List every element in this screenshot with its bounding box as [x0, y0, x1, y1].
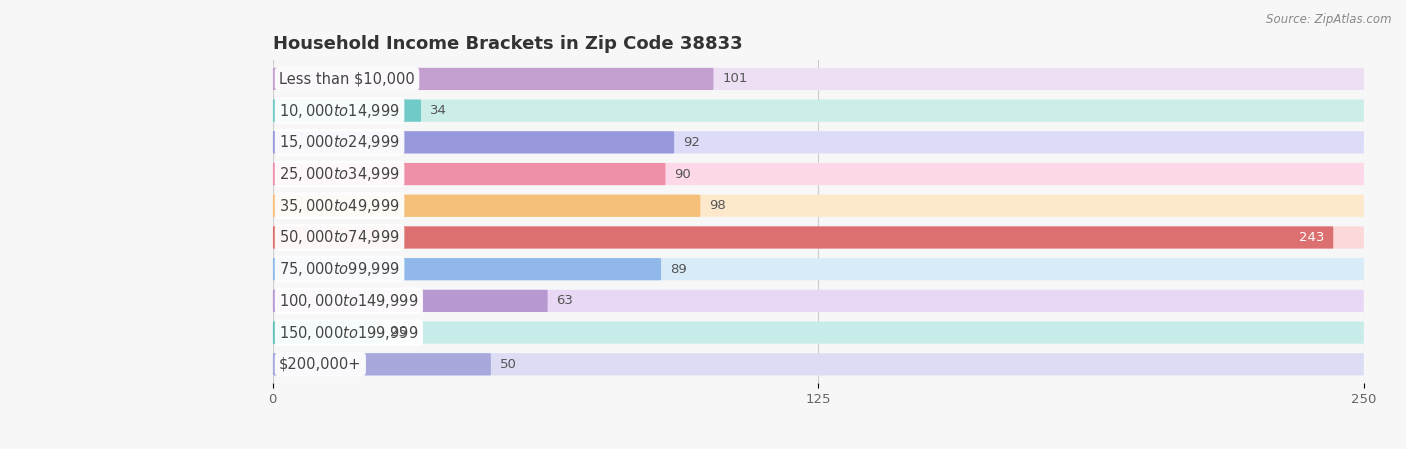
Text: 90: 90 — [675, 167, 690, 180]
Text: Source: ZipAtlas.com: Source: ZipAtlas.com — [1267, 13, 1392, 26]
FancyBboxPatch shape — [273, 100, 1364, 122]
Text: Household Income Brackets in Zip Code 38833: Household Income Brackets in Zip Code 38… — [273, 35, 742, 53]
Text: 92: 92 — [683, 136, 700, 149]
Text: $75,000 to $99,999: $75,000 to $99,999 — [280, 260, 399, 278]
FancyBboxPatch shape — [273, 68, 713, 90]
Text: 89: 89 — [669, 263, 686, 276]
Text: 34: 34 — [430, 104, 447, 117]
FancyBboxPatch shape — [273, 131, 675, 154]
Text: 50: 50 — [499, 358, 516, 371]
FancyBboxPatch shape — [273, 353, 1364, 375]
Text: 101: 101 — [723, 72, 748, 85]
FancyBboxPatch shape — [273, 195, 1364, 217]
FancyBboxPatch shape — [273, 258, 1364, 280]
FancyBboxPatch shape — [273, 321, 382, 343]
Text: 63: 63 — [557, 295, 574, 308]
Text: $10,000 to $14,999: $10,000 to $14,999 — [280, 101, 399, 119]
FancyBboxPatch shape — [273, 100, 420, 122]
FancyBboxPatch shape — [273, 226, 1364, 249]
FancyBboxPatch shape — [273, 226, 1333, 249]
Text: $35,000 to $49,999: $35,000 to $49,999 — [280, 197, 399, 215]
Text: $200,000+: $200,000+ — [280, 357, 361, 372]
Text: $100,000 to $149,999: $100,000 to $149,999 — [280, 292, 419, 310]
FancyBboxPatch shape — [273, 321, 1364, 343]
FancyBboxPatch shape — [273, 195, 700, 217]
Text: $150,000 to $199,999: $150,000 to $199,999 — [280, 324, 419, 342]
FancyBboxPatch shape — [273, 258, 661, 280]
Text: $15,000 to $24,999: $15,000 to $24,999 — [280, 133, 399, 151]
Text: 25: 25 — [391, 326, 408, 339]
FancyBboxPatch shape — [273, 163, 665, 185]
Text: Less than $10,000: Less than $10,000 — [280, 71, 415, 86]
FancyBboxPatch shape — [273, 68, 1364, 90]
FancyBboxPatch shape — [273, 290, 547, 312]
FancyBboxPatch shape — [273, 353, 491, 375]
Text: 243: 243 — [1299, 231, 1324, 244]
FancyBboxPatch shape — [273, 290, 1364, 312]
Text: $25,000 to $34,999: $25,000 to $34,999 — [280, 165, 399, 183]
FancyBboxPatch shape — [273, 163, 1364, 185]
Text: 98: 98 — [709, 199, 725, 212]
FancyBboxPatch shape — [273, 131, 1364, 154]
Text: $50,000 to $74,999: $50,000 to $74,999 — [280, 229, 399, 247]
